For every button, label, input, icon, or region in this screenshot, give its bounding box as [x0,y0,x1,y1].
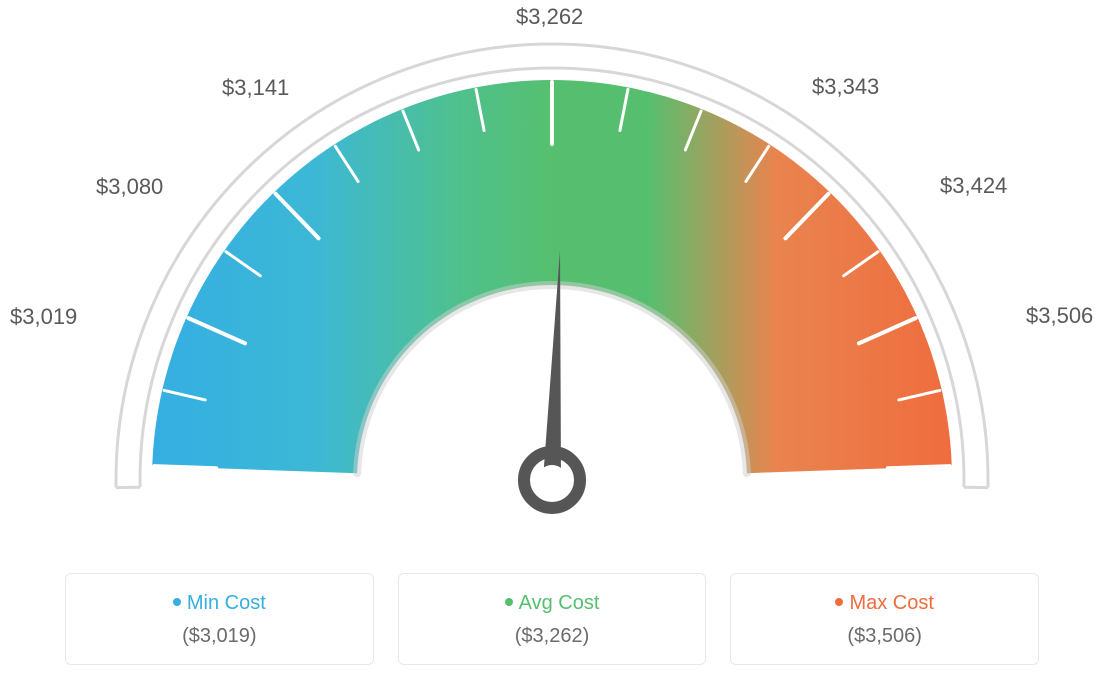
gauge-tick-label: $3,019 [10,304,77,330]
legend-title-text: Max Cost [849,592,933,614]
gauge-tick-label: $3,080 [96,174,163,200]
legend-value-avg: ($3,262) [419,625,686,648]
legend-title-max: Max Cost [751,592,1018,615]
gauge-tick-label: $3,424 [940,173,1007,199]
legend-title-avg: Avg Cost [419,592,686,615]
gauge-tick-label: $3,343 [812,74,879,100]
gauge-tick-label: $3,141 [222,75,289,101]
dot-icon [505,598,513,606]
legend-card-min: Min Cost ($3,019) [65,573,374,665]
legend-card-avg: Avg Cost ($3,262) [398,573,707,665]
legend-title-text: Min Cost [187,592,266,614]
legend-row: Min Cost ($3,019) Avg Cost ($3,262) Max … [65,573,1039,665]
dot-icon [173,598,181,606]
legend-value-max: ($3,506) [751,625,1018,648]
dot-icon [835,598,843,606]
legend-card-max: Max Cost ($3,506) [730,573,1039,665]
cost-gauge-container: $3,019 $3,080 $3,141 $3,262 $3,343 $3,424 $3,5… [0,0,1104,690]
gauge-tick-label: $3,262 [516,4,583,30]
legend-value-min: ($3,019) [86,625,353,648]
gauge-tick-label: $3,506 [1026,303,1093,329]
legend-title-text: Avg Cost [519,592,600,614]
gauge-chart: $3,019 $3,080 $3,141 $3,262 $3,343 $3,424 $3,5… [0,0,1104,560]
legend-title-min: Min Cost [86,592,353,615]
